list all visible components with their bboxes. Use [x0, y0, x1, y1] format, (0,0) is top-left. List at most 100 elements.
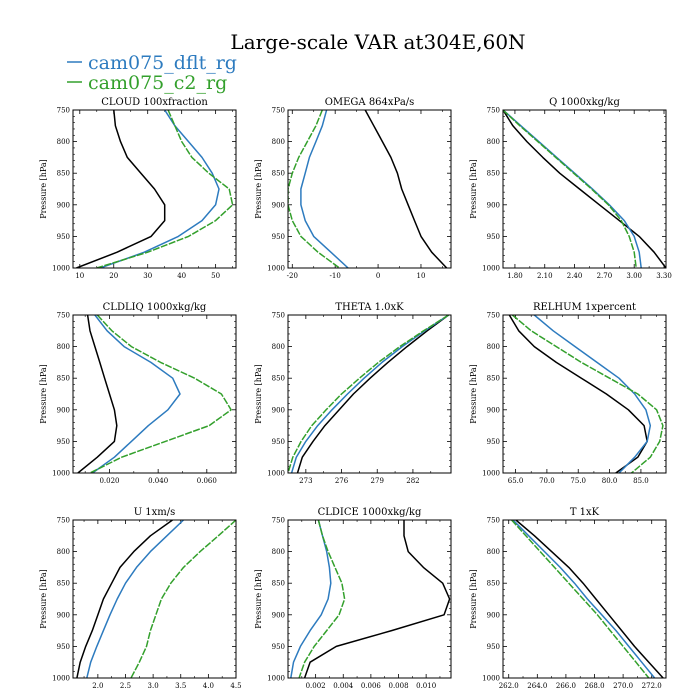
x-tick-label: 272.0 — [642, 682, 662, 690]
y-tick-label: 800 — [487, 138, 500, 146]
panel-title: T 1xK — [570, 507, 600, 518]
y-tick-label: 950 — [57, 233, 70, 241]
legend-label-dflt: cam075_dflt_rg — [88, 52, 237, 74]
y-tick-label: 1000 — [267, 265, 285, 273]
x-tick-label: 10 — [75, 272, 84, 280]
x-tick-label: 0.002 — [306, 682, 326, 690]
x-tick-label: 2.0 — [92, 682, 103, 690]
y-tick-label: 750 — [57, 517, 70, 525]
x-tick-label: 20 — [109, 272, 118, 280]
series-line-dflt — [86, 520, 185, 678]
y-tick-label: 850 — [272, 170, 285, 178]
x-tick-label: 270.0 — [613, 682, 633, 690]
series-line-dflt — [99, 110, 220, 268]
x-tick-label: 0 — [376, 272, 380, 280]
series-line-c2 — [503, 110, 637, 268]
series-line-dflt — [300, 110, 349, 268]
y-tick-label: 1000 — [52, 265, 70, 273]
x-tick-label: 1.80 — [507, 272, 523, 280]
series-line-obs — [76, 110, 166, 268]
y-tick-label: 850 — [487, 375, 500, 383]
x-tick-label: 2.70 — [597, 272, 613, 280]
y-axis-label: Pressure [hPa] — [39, 364, 48, 424]
panel-title: CLDLIQ 1000xkg/kg — [103, 302, 207, 313]
series-line-dflt — [533, 315, 652, 473]
chart-panel: CLDICE 1000xkg/kg Pressure [hPa] 750 800 850… — [254, 507, 452, 690]
series-line-dflt — [290, 520, 332, 678]
x-tick-label: 264.0 — [527, 682, 547, 690]
y-tick-label: 900 — [272, 611, 285, 619]
y-tick-label: 900 — [57, 406, 70, 414]
y-tick-label: 850 — [272, 375, 285, 383]
series-line-c2 — [96, 110, 234, 268]
panel-title: THETA 1.0xK — [335, 302, 404, 313]
x-tick-label: 279 — [371, 477, 384, 485]
series-line-dflt — [512, 520, 656, 678]
plot-frame — [502, 314, 667, 474]
y-tick-label: 1000 — [267, 470, 285, 478]
panel-title: CLOUD 100xfraction — [101, 97, 208, 108]
y-tick-label: 1000 — [52, 675, 70, 683]
y-tick-label: 750 — [57, 107, 70, 115]
y-tick-label: 800 — [57, 138, 70, 146]
y-axis-label: Pressure [hPa] — [39, 569, 48, 629]
y-tick-label: 900 — [272, 201, 285, 209]
chart-panel: CLOUD 100xfraction Pressure [hPa] 750 800 85… — [39, 97, 237, 280]
series-line-obs — [77, 315, 118, 473]
y-tick-label: 750 — [487, 107, 500, 115]
x-tick-label: 50 — [211, 272, 220, 280]
x-tick-label: 0.006 — [361, 682, 382, 690]
plot-frame — [287, 519, 452, 679]
y-tick-label: 750 — [57, 312, 70, 320]
y-tick-label: 800 — [487, 343, 500, 351]
series-line-dflt — [92, 315, 181, 473]
x-tick-label: 75.0 — [570, 477, 586, 485]
x-tick-label: 3.00 — [626, 272, 642, 280]
y-tick-label: 750 — [487, 517, 500, 525]
y-tick-label: 800 — [272, 343, 285, 351]
y-axis-label: Pressure [hPa] — [39, 159, 48, 219]
series-line-dflt — [290, 315, 450, 473]
panel-title: U 1xm/s — [134, 507, 176, 518]
x-tick-label: 268.0 — [584, 682, 604, 690]
y-tick-label: 850 — [272, 580, 285, 588]
x-tick-label: 4.5 — [230, 682, 241, 690]
y-tick-label: 750 — [272, 312, 285, 320]
x-tick-label: 3.5 — [175, 682, 186, 690]
y-axis-label: Pressure [hPa] — [254, 159, 263, 219]
series-line-c2 — [89, 315, 232, 473]
y-tick-label: 850 — [487, 580, 500, 588]
y-axis-label: Pressure [hPa] — [254, 569, 263, 629]
y-tick-label: 900 — [272, 406, 285, 414]
y-tick-label: 750 — [272, 107, 285, 115]
series-line-obs — [303, 520, 451, 678]
x-tick-label: 4.0 — [203, 682, 214, 690]
x-tick-label: 282 — [406, 477, 419, 485]
figure-title: Large-scale VAR at304E,60N — [230, 30, 525, 54]
chart-panel: OMEGA 864xPa/s Pressure [hPa] 750 800 850 900… — [254, 97, 452, 280]
series-line-dflt — [503, 110, 642, 268]
y-tick-label: 1000 — [482, 470, 500, 478]
y-axis-label: Pressure [hPa] — [469, 569, 478, 629]
panel-title: CLDICE 1000xkg/kg — [318, 507, 422, 518]
plot-frame — [502, 109, 667, 269]
panel-title: RELHUM 1xpercent — [533, 302, 636, 313]
plot-frame — [502, 519, 667, 679]
series-line-obs — [296, 315, 450, 473]
y-tick-label: 800 — [57, 548, 70, 556]
x-tick-label: 0.060 — [197, 477, 217, 485]
x-tick-label: 266.0 — [556, 682, 576, 690]
y-tick-label: 900 — [487, 201, 500, 209]
y-tick-label: 950 — [272, 233, 285, 241]
chart-panel: U 1xm/s Pressure [hPa] 750 800 850 900 950 1000… — [39, 507, 242, 690]
x-tick-label: 262.0 — [499, 682, 519, 690]
x-tick-label: 0.020 — [99, 477, 119, 485]
x-tick-label: 65.0 — [508, 477, 524, 485]
series-line-obs — [76, 520, 173, 678]
y-tick-label: 950 — [487, 233, 500, 241]
plot-frame — [72, 519, 237, 679]
series-line-c2 — [130, 520, 236, 678]
series-line-c2 — [298, 520, 346, 678]
y-axis-label: Pressure [hPa] — [469, 364, 478, 424]
y-tick-label: 900 — [57, 611, 70, 619]
